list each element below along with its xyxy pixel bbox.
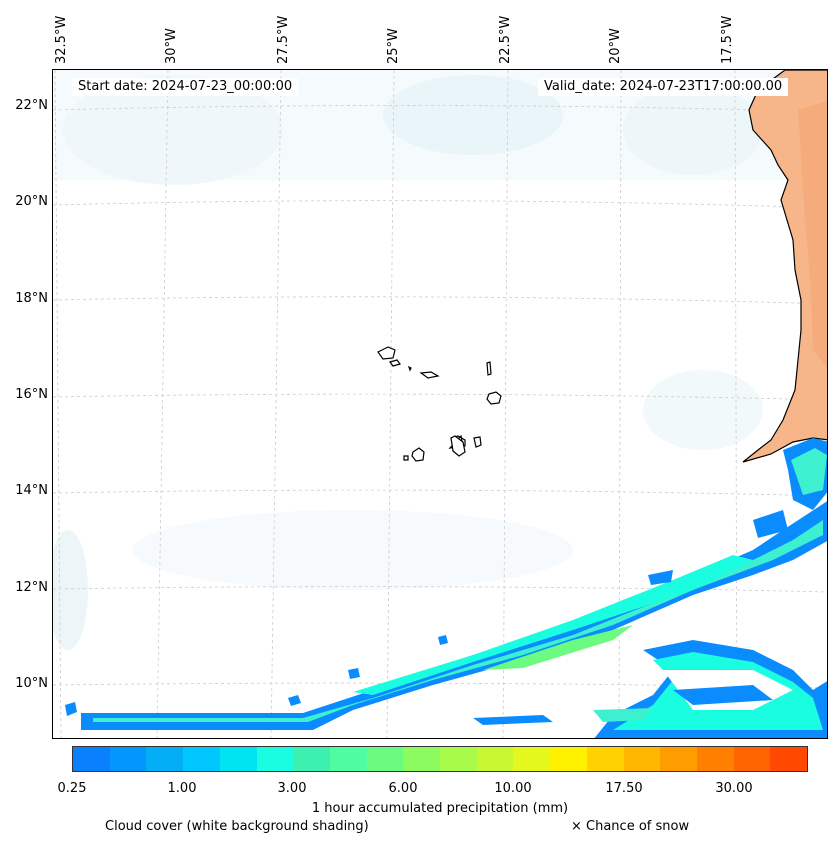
map-canvas [53,70,827,738]
colorbar-segment [440,747,477,771]
colorbar-segment [770,747,808,771]
colorbar-tick: 10.00 [494,781,532,796]
colorbar-title: 1 hour accumulated precipitation (mm) [311,801,569,816]
lon-label: 20°W [608,28,623,64]
lon-label: 27.5°W [276,15,291,64]
colorbar-segment [183,747,220,771]
lon-label: 30°W [164,28,179,64]
colorbar-segment [73,747,110,771]
lat-label: 10°N [15,676,48,691]
lat-label: 22°N [15,98,48,113]
colorbar-segment [146,747,184,771]
colorbar-segment [256,747,294,771]
colorbar-segment [329,747,367,771]
colorbar-segment [513,747,551,771]
lon-label: 32.5°W [54,15,69,64]
colorbar-segment [476,747,514,771]
colorbar-tick: 3.00 [277,781,307,796]
colorbar-segment [403,747,441,771]
colorbar-segment [366,747,404,771]
colorbar-segment [623,747,661,771]
colorbar-tick: 1.00 [167,781,197,796]
precipitation-field [65,438,827,738]
lat-label: 20°N [15,194,48,209]
colorbar-segment [733,747,771,771]
colorbar-segment [696,747,734,771]
lat-label: 18°N [15,291,48,306]
colorbar-tick: 0.25 [57,781,87,796]
colorbar-segment [550,747,587,771]
lat-label: 16°N [15,387,48,402]
colorbar-segment [293,747,330,771]
colorbar-segment [109,747,147,771]
colorbar-segment [660,747,697,771]
valid-date-label: Valid_date: 2024-07-23T17:00:00.00 [538,78,789,96]
colorbar-tick: 6.00 [388,781,418,796]
lon-label: 17.5°W [720,15,735,64]
precipitation-colorbar [72,746,808,772]
start-date-label: Start date: 2024-07-23_00:00:00 [72,78,299,96]
graticule [53,70,827,738]
cloud-cover-shading [53,70,827,650]
cloud-cover-legend: Cloud cover (white background shading) [105,819,369,834]
lon-label: 25°W [386,28,401,64]
colorbar-segment [586,747,624,771]
colorbar-tick: 17.50 [605,781,643,796]
colorbar-tick: 30.00 [715,781,753,796]
lon-label: 22.5°W [498,15,513,64]
map-panel [52,69,828,739]
snow-legend: × Chance of snow [571,819,690,834]
lat-label: 12°N [15,580,48,595]
lat-label: 14°N [15,483,48,498]
colorbar-segment [219,747,257,771]
cape-verde-islands [377,346,502,462]
